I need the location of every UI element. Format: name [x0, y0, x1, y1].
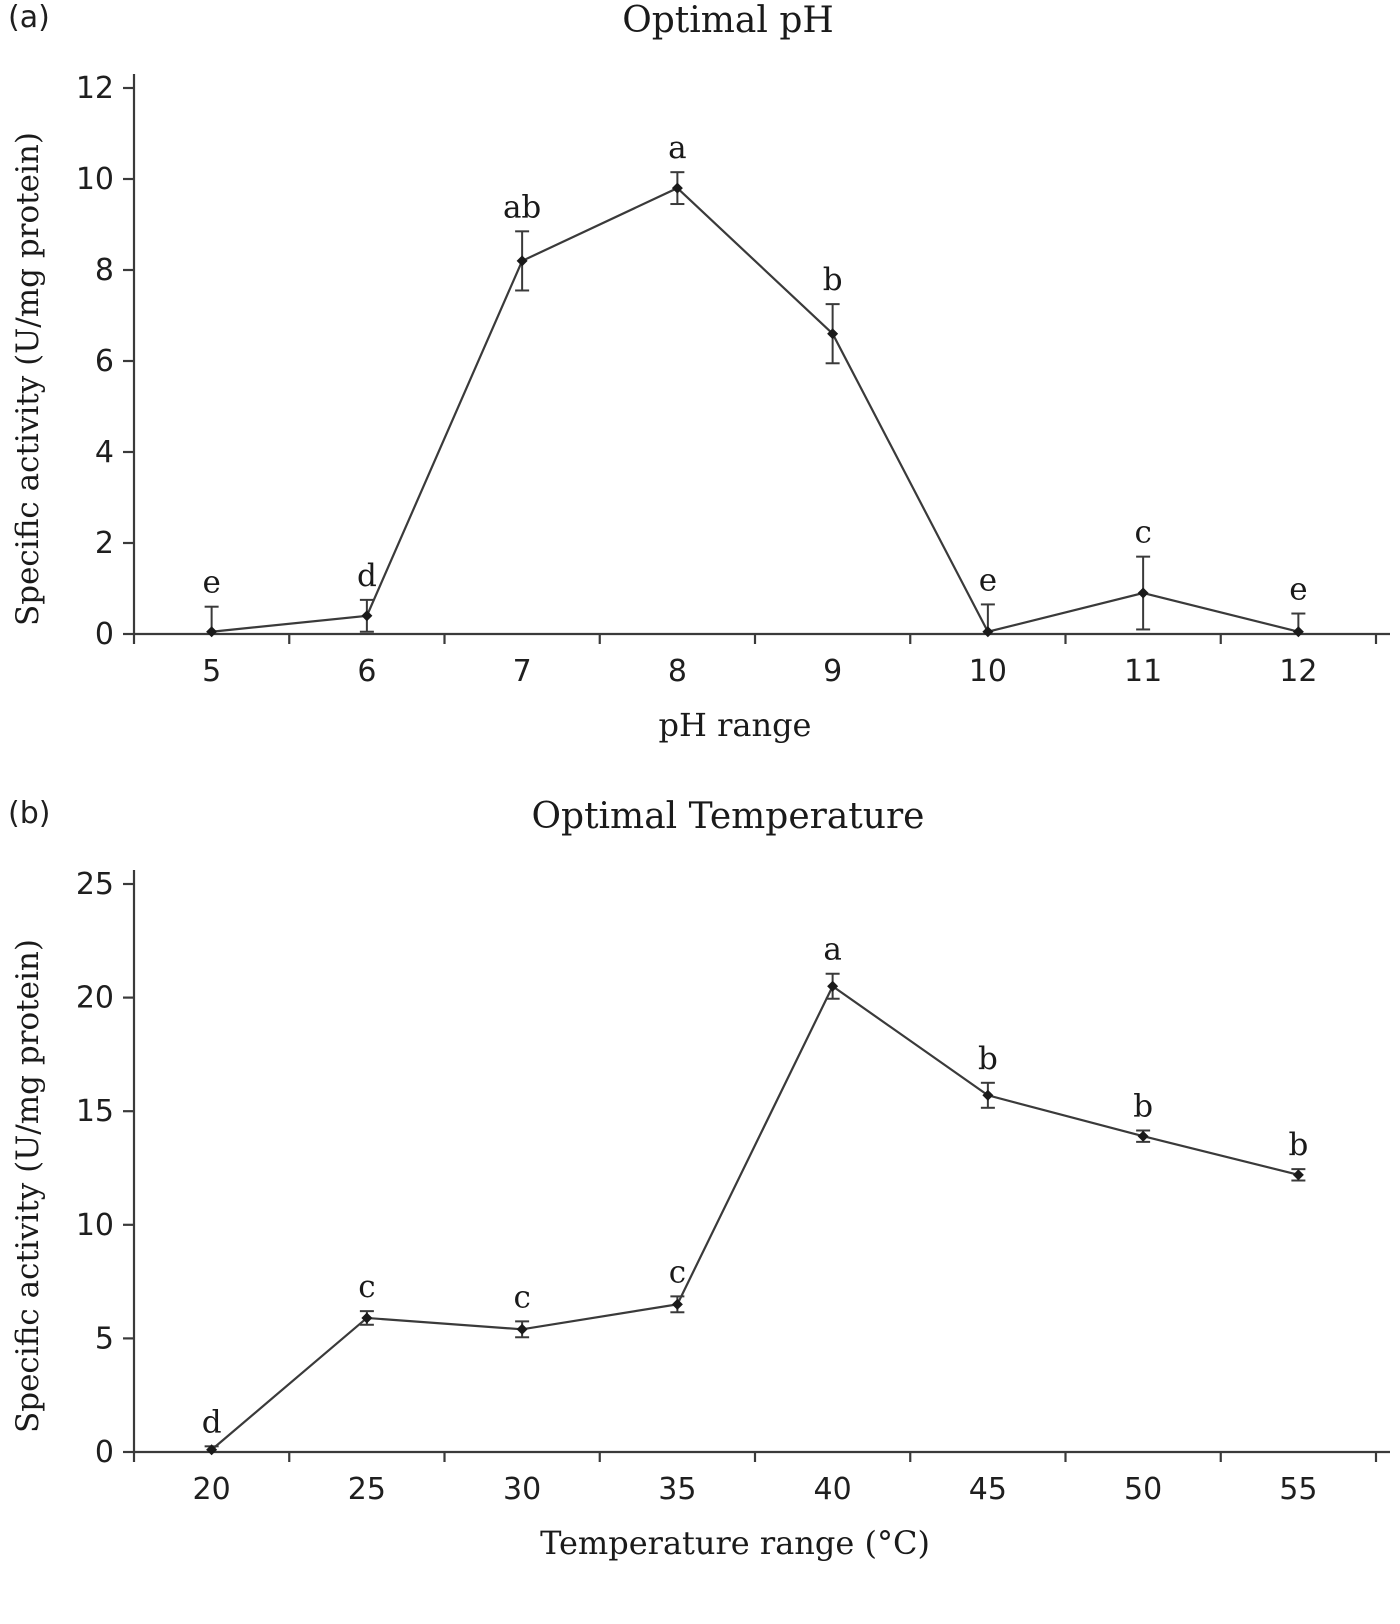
x-tick-label: 9	[823, 654, 842, 689]
y-tick-label: 25	[76, 867, 114, 902]
data-point-marker	[1137, 587, 1149, 599]
data-point-marker	[206, 626, 218, 638]
y-tick-label: 15	[76, 1094, 114, 1129]
y-tick-label: 4	[95, 435, 114, 470]
data-point-marker	[827, 980, 839, 992]
chart-a-y-axis-label: Specific activity (U/mg protein)	[10, 132, 46, 626]
y-tick-label: 0	[95, 1435, 114, 1470]
chart-b-x-axis-label: Temperature range (°C)	[540, 1524, 930, 1562]
data-point-marker	[206, 1444, 218, 1456]
data-point-marker	[671, 182, 683, 194]
x-tick-label: 35	[658, 1472, 696, 1507]
tick-labels: 0 5 10 15 20 25 20 25 30 35 40 45 50 55	[76, 867, 1318, 1507]
x-tick-label: 12	[1279, 654, 1317, 689]
x-tick-label: 20	[193, 1472, 231, 1507]
data-point-marker	[516, 255, 528, 267]
data-point-marker	[982, 626, 994, 638]
data-point-marker	[1292, 626, 1304, 638]
y-tick-label: 10	[76, 162, 114, 197]
x-tick-label: 6	[357, 654, 376, 689]
significance-letter: d	[357, 558, 377, 594]
x-tick-label: 45	[969, 1472, 1007, 1507]
x-tick-label: 40	[814, 1472, 852, 1507]
panel-label-b: (b)	[8, 796, 51, 831]
y-tick-label: 20	[76, 981, 114, 1016]
figure-panel-b: (b) Optimal Temperature Specific activit…	[0, 796, 1400, 1570]
chart-a-title: Optimal pH	[622, 0, 834, 41]
figure-a-header: (a) Optimal pH	[0, 0, 1400, 58]
panel-label-a: (a)	[8, 0, 50, 35]
chart-b-y-axis-label: Specific activity (U/mg protein)	[10, 939, 46, 1433]
significance-letter: b	[1288, 1127, 1308, 1163]
y-tick-label: 12	[76, 71, 114, 106]
significance-letter: c	[358, 1269, 375, 1305]
significance-letter: ab	[503, 189, 541, 225]
data-point-marker	[982, 1089, 994, 1101]
x-tick-label: 7	[513, 654, 532, 689]
significance-letter: c	[669, 1254, 686, 1290]
x-tick-label: 50	[1124, 1472, 1162, 1507]
significance-letter: b	[978, 1041, 998, 1077]
data-point-marker	[827, 328, 839, 340]
y-tick-label: 8	[95, 253, 114, 288]
data-point-marker	[1137, 1130, 1149, 1142]
data-point-marker	[671, 1298, 683, 1310]
significance-letter: e	[1289, 572, 1307, 608]
significance-letter: b	[823, 262, 843, 298]
y-tick-label: 2	[95, 526, 114, 561]
data-series: d c c c a b b b	[202, 932, 1308, 1456]
chart-b-title: Optimal Temperature	[531, 796, 925, 837]
figure-a-body: Specific activity (U/mg protein) 0 2 4 6 8 10…	[0, 58, 1400, 700]
axes	[123, 74, 1390, 644]
y-tick-label: 10	[76, 1208, 114, 1243]
y-tick-label: 5	[95, 1321, 114, 1356]
x-tick-label: 25	[348, 1472, 386, 1507]
significance-letter: e	[979, 562, 997, 598]
x-tick-label: 11	[1124, 654, 1162, 689]
data-point-marker	[1292, 1169, 1304, 1181]
chart-b-plot-area: 0 5 10 15 20 25 20 25 30 35 40 45 50 55 d c c c a b b b	[76, 867, 1390, 1507]
axes	[123, 870, 1390, 1462]
significance-letter: c	[513, 1279, 530, 1315]
data-point-marker	[516, 1323, 528, 1335]
x-tick-label: 10	[969, 654, 1007, 689]
x-tick-label: 55	[1279, 1472, 1317, 1507]
figure-panel-a: (a) Optimal pH Specific activity (U/mg p…	[0, 0, 1400, 752]
significance-letter: a	[668, 130, 686, 166]
x-tick-label: 30	[503, 1472, 541, 1507]
x-tick-label: 5	[202, 654, 221, 689]
x-tick-label: 8	[668, 654, 687, 689]
chart-a-x-axis-label: pH range	[658, 706, 812, 744]
figure-b-body: Specific activity (U/mg protein) 0 5 10 15 2…	[0, 854, 1400, 1518]
data-point-marker	[361, 1312, 373, 1324]
tick-labels: 0 2 4 6 8 10 12 5 6 7 8 9 10 11 12	[76, 71, 1318, 689]
y-tick-label: 0	[95, 617, 114, 652]
data-point-marker	[361, 610, 373, 622]
figure-b-header: (b) Optimal Temperature	[0, 796, 1400, 854]
y-tick-label: 6	[95, 344, 114, 379]
significance-letter: a	[823, 932, 841, 968]
series-line	[210, 984, 1299, 1451]
significance-letter: e	[202, 565, 220, 601]
significance-letter: d	[202, 1404, 222, 1440]
significance-letter: c	[1134, 515, 1151, 551]
series-line	[211, 186, 1299, 634]
significance-letter: b	[1133, 1089, 1153, 1125]
